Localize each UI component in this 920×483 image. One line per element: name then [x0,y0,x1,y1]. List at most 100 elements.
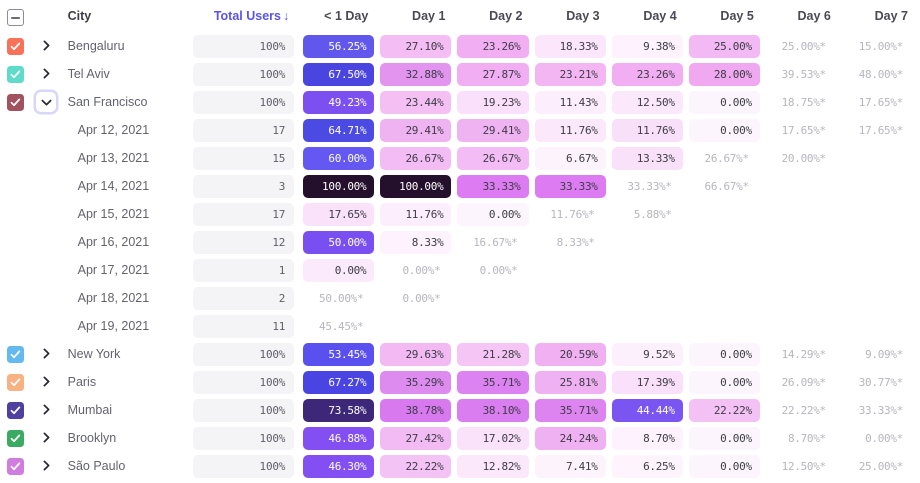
retention-cell: 17.39% [611,368,689,396]
retention-value-filled: 67.50% [303,62,375,86]
retention-cell: 25.00%* [843,452,920,480]
retention-cell [766,172,843,200]
total-users-value: 17 [193,118,295,142]
column-header-d3[interactable]: Day 3 [535,0,612,32]
retention-cell: 11.76% [380,200,457,228]
retention-cell: 0.00%* [843,424,920,452]
row-checkbox[interactable] [7,65,24,83]
total-users-cell: 17 [193,116,303,144]
city-name: San Francisco [67,95,148,109]
retention-value-empty [766,231,837,254]
retention-value-filled: 22.22% [688,398,760,422]
retention-cell: 22.22% [688,396,766,424]
row-select-cell [0,144,33,172]
column-header-total-users-label: Total Users [213,9,281,23]
retention-cell: 23.21% [534,60,612,88]
table-row-child: Apr 16, 2021 12 50.00% 8.33% 16.67%* 8.33%* [0,228,920,256]
retention-cell: 0.00% [688,452,766,480]
retention-value-filled: 17.02% [457,426,529,450]
retention-cell: 0.00% [457,200,534,228]
chevron-right-icon[interactable] [36,428,56,448]
retention-value-filled: 9.38% [611,34,683,58]
retention-value-partial: 48.00%* [858,67,904,81]
retention-cell: 38.78% [380,396,457,424]
retention-value-filled: 100.00% [303,174,375,198]
retention-value-partial: 22.22%* [781,403,827,417]
column-header-d1[interactable]: Day 1 [380,0,457,32]
total-users-value: 3 [193,174,295,198]
retention-cell: 12.50% [611,88,689,116]
chevron-right-icon[interactable] [36,372,56,392]
retention-value-filled: 46.30% [303,454,375,478]
retention-value-filled: 53.45% [303,342,375,366]
cohort-date-name: Apr 18, 2021 [77,291,150,305]
retention-value-empty [843,315,914,338]
row-checkbox[interactable] [7,93,24,111]
column-header-city-label: City [67,9,92,23]
table-row-group: São Paulo 100% 46.30% 22.22% 12.82% 7.41% 6.25… [0,452,920,480]
column-header-d2-label: Day 2 [489,9,523,23]
column-header-d6[interactable]: Day 6 [766,0,843,32]
cohort-date-name: Apr 19, 2021 [77,319,150,333]
chevron-down-icon[interactable] [36,92,57,112]
retention-value-filled: 49.23% [303,90,375,114]
retention-value-filled: 67.27% [303,370,375,394]
row-select-cell [0,284,33,312]
retention-cell: 60.00% [303,144,380,172]
retention-value-filled: 56.25% [303,34,375,58]
city-name: Brooklyn [67,431,117,445]
retention-cell: 5.88%* [612,200,689,228]
total-users-cell: 3 [193,172,303,200]
retention-cell: 6.25% [611,452,689,480]
total-users-value: 11 [193,314,295,338]
row-checkbox[interactable] [7,345,24,363]
column-header-d0[interactable]: < 1 Day [303,0,380,32]
chevron-right-icon[interactable] [36,400,56,420]
total-users-value: 100% [193,398,295,422]
column-header-city[interactable]: City [60,0,194,32]
row-checkbox[interactable] [7,373,24,391]
row-checkbox[interactable] [7,37,24,55]
column-header-d7[interactable]: Day 7 [843,0,920,32]
chevron-right-icon[interactable] [36,344,56,364]
row-checkbox[interactable] [7,457,24,475]
retention-value-empty [843,287,914,310]
total-users-cell: 17 [193,200,303,228]
retention-value-filled: 6.67% [534,146,606,170]
retention-cell: 56.25% [303,32,380,60]
retention-value-filled: 9.52% [611,342,683,366]
column-header-d2[interactable]: Day 2 [457,0,534,32]
retention-value-filled: 24.24% [534,426,606,450]
column-header-total-users[interactable]: Total Users ↓ [193,0,303,32]
retention-cell [689,228,766,256]
column-header-d5[interactable]: Day 5 [689,0,766,32]
chevron-right-icon[interactable] [36,36,56,56]
retention-value-partial: 25.00%* [781,39,827,53]
table-header: City Total Users ↓ < 1 Day Day 1 Day 2 Da… [0,0,920,32]
retention-cell: 17.65%* [843,88,920,116]
retention-cell: 8.33%* [535,228,612,256]
retention-cell: 12.50%* [766,452,843,480]
retention-cell: 33.33%* [843,396,920,424]
cohort-date-name: Apr 15, 2021 [77,207,150,221]
column-header-d4[interactable]: Day 4 [612,0,689,32]
total-users-value: 15 [193,146,295,170]
select-all-checkbox[interactable] [7,9,24,27]
table-row-child: Apr 19, 2021 11 45.45%* [0,312,920,340]
total-users-value: 100% [193,370,295,394]
retention-cell: 7.41% [534,452,612,480]
retention-value-filled: 0.00% [688,342,760,366]
retention-value-filled: 25.00% [688,34,760,58]
retention-cell: 26.09%* [766,368,843,396]
row-checkbox[interactable] [7,401,24,419]
table-row-group: Bengaluru 100% 56.25% 27.10% 23.26% 18.33% 9.3… [0,32,920,60]
chevron-right-icon[interactable] [36,64,56,84]
retention-cell: 49.23% [303,88,380,116]
table-row-group: Paris 100% 67.27% 35.29% 35.71% 25.81% 17.39% 0… [0,368,920,396]
row-checkbox[interactable] [7,429,24,447]
retention-value-empty [843,259,914,282]
retention-cell [612,284,689,312]
chevron-right-icon[interactable] [36,456,56,476]
row-expander-cell [33,340,60,368]
